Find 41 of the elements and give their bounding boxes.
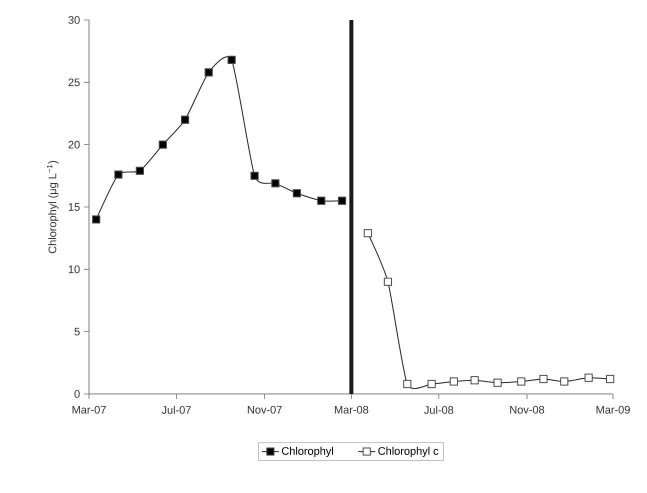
point xyxy=(228,56,236,64)
point xyxy=(364,229,372,238)
x-tick-label: Jul-07 xyxy=(162,406,191,414)
point xyxy=(494,378,502,387)
y-tick-label: 30 xyxy=(68,16,80,24)
point xyxy=(158,140,167,149)
point xyxy=(450,377,458,386)
point xyxy=(560,377,568,386)
point xyxy=(517,377,526,386)
y-tick-label: 0 xyxy=(74,390,80,398)
x-tick-label: Nov-08 xyxy=(510,406,544,414)
point xyxy=(403,380,412,388)
point xyxy=(584,374,593,382)
point xyxy=(470,376,479,384)
point xyxy=(384,278,392,286)
point xyxy=(114,170,122,179)
point xyxy=(271,179,280,188)
point xyxy=(428,380,436,388)
point xyxy=(338,196,346,205)
x-tick-label: Mar-09 xyxy=(596,406,630,414)
y-tick-label: 10 xyxy=(68,265,80,274)
legend-label: Chlorophyl c xyxy=(378,446,438,457)
x-tick-label: Mar-07 xyxy=(72,406,106,414)
x-tick-label: Mar-08 xyxy=(334,406,368,414)
y-tick-label: 20 xyxy=(68,140,80,149)
y-axis-title: Chlorophyl (μg L$^{−1}$) xyxy=(46,160,58,254)
point xyxy=(92,215,100,224)
point xyxy=(292,189,301,198)
point xyxy=(606,374,614,384)
point xyxy=(250,172,259,180)
legend-label: Chlorophyl xyxy=(282,446,334,457)
x-tick-label: Jul-08 xyxy=(424,406,454,414)
y-tick-label: 5 xyxy=(74,328,80,336)
y-tick-label: 15 xyxy=(68,203,80,211)
y-tick-label: 25 xyxy=(68,78,80,86)
point xyxy=(204,68,213,76)
point xyxy=(539,374,548,384)
x-tick-label: Nov-07 xyxy=(248,406,282,414)
point xyxy=(136,166,144,175)
point xyxy=(180,116,190,124)
point xyxy=(317,196,326,205)
